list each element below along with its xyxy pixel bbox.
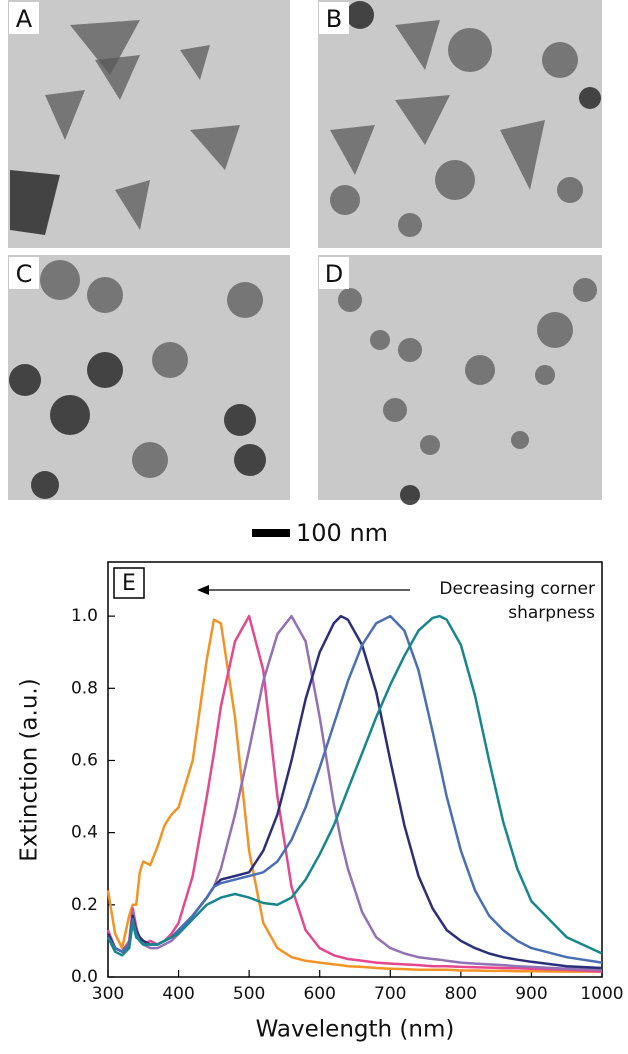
panel-label: E	[122, 571, 136, 596]
particle	[87, 277, 123, 313]
x-axis-title: Wavelength (nm)	[256, 1017, 455, 1043]
x-tick-label: 600	[303, 984, 335, 1004]
x-tick-label: 500	[233, 984, 265, 1004]
particle	[95, 55, 140, 100]
plot-frame	[107, 561, 603, 978]
spectrum-line	[106, 614, 603, 970]
particle	[152, 342, 188, 378]
particle	[448, 28, 492, 72]
particle	[395, 20, 440, 70]
particle	[383, 398, 407, 422]
y-tick-label: 1.0	[71, 606, 98, 626]
panel-label-box	[319, 257, 349, 289]
particle	[435, 160, 475, 200]
x-tick-label: 300	[92, 984, 124, 1004]
particle	[190, 125, 240, 170]
particle	[180, 45, 210, 80]
particle	[557, 177, 583, 203]
x-tick-label: 400	[162, 984, 194, 1004]
arrow-head	[197, 585, 209, 595]
particle	[234, 444, 266, 476]
panel-label-box	[9, 257, 39, 289]
annotation: Decreasing corner	[439, 579, 595, 599]
panel-label: C	[16, 260, 33, 288]
particle	[579, 87, 601, 109]
y-tick-label: 0.8	[71, 678, 98, 698]
particle	[50, 395, 90, 435]
panel-label-box	[9, 2, 39, 34]
tem-panels: A B C D 100 nm	[8, 0, 602, 547]
particle	[45, 90, 85, 140]
y-tick-label: 0.4	[71, 823, 98, 843]
scale-bar	[252, 529, 290, 537]
y-tick-label: 0.6	[71, 750, 98, 770]
particle	[87, 352, 123, 388]
particle	[400, 485, 420, 505]
annotation: sharpness	[508, 603, 595, 623]
particle	[31, 471, 59, 499]
spectrum-line	[106, 614, 603, 957]
particle	[370, 330, 390, 350]
panel-label: D	[325, 260, 343, 288]
particle	[227, 282, 263, 318]
spectrum-line	[106, 618, 602, 973]
particle	[338, 288, 362, 312]
y-axis-title: Extinction (a.u.)	[17, 678, 43, 861]
tem-image	[318, 255, 602, 500]
panel-label-box	[319, 2, 349, 34]
x-tick-label: 900	[515, 984, 547, 1004]
chart: E Decreasing corner sharpness Wavelength…	[17, 561, 624, 1043]
tem-image	[8, 0, 290, 248]
scale-bar-label: 100 nm	[296, 519, 388, 547]
particle	[70, 20, 140, 75]
particle	[9, 364, 41, 396]
x-tick-label: 1000	[580, 984, 623, 1004]
panel-label: A	[16, 5, 33, 33]
y-tick-label: 0.0	[71, 967, 98, 987]
particle	[420, 435, 440, 455]
particle	[224, 404, 256, 436]
particle	[511, 431, 529, 449]
panel-label-box	[113, 567, 145, 599]
particle	[10, 170, 60, 235]
particle	[500, 120, 545, 190]
particle	[537, 312, 573, 348]
y-tick-label: 0.2	[71, 895, 98, 915]
particle	[398, 213, 422, 237]
particle	[573, 278, 597, 302]
particle	[330, 125, 375, 175]
particle	[465, 355, 495, 385]
particle	[346, 1, 374, 29]
particle	[395, 95, 450, 145]
particle	[535, 365, 555, 385]
x-tick-label: 700	[374, 984, 406, 1004]
x-tick-label: 800	[445, 984, 477, 1004]
particle	[40, 260, 80, 300]
particle	[542, 42, 578, 78]
particle	[132, 442, 168, 478]
panel-label: B	[326, 5, 342, 33]
particle	[115, 180, 150, 230]
particle	[398, 338, 422, 362]
particle	[330, 185, 360, 215]
